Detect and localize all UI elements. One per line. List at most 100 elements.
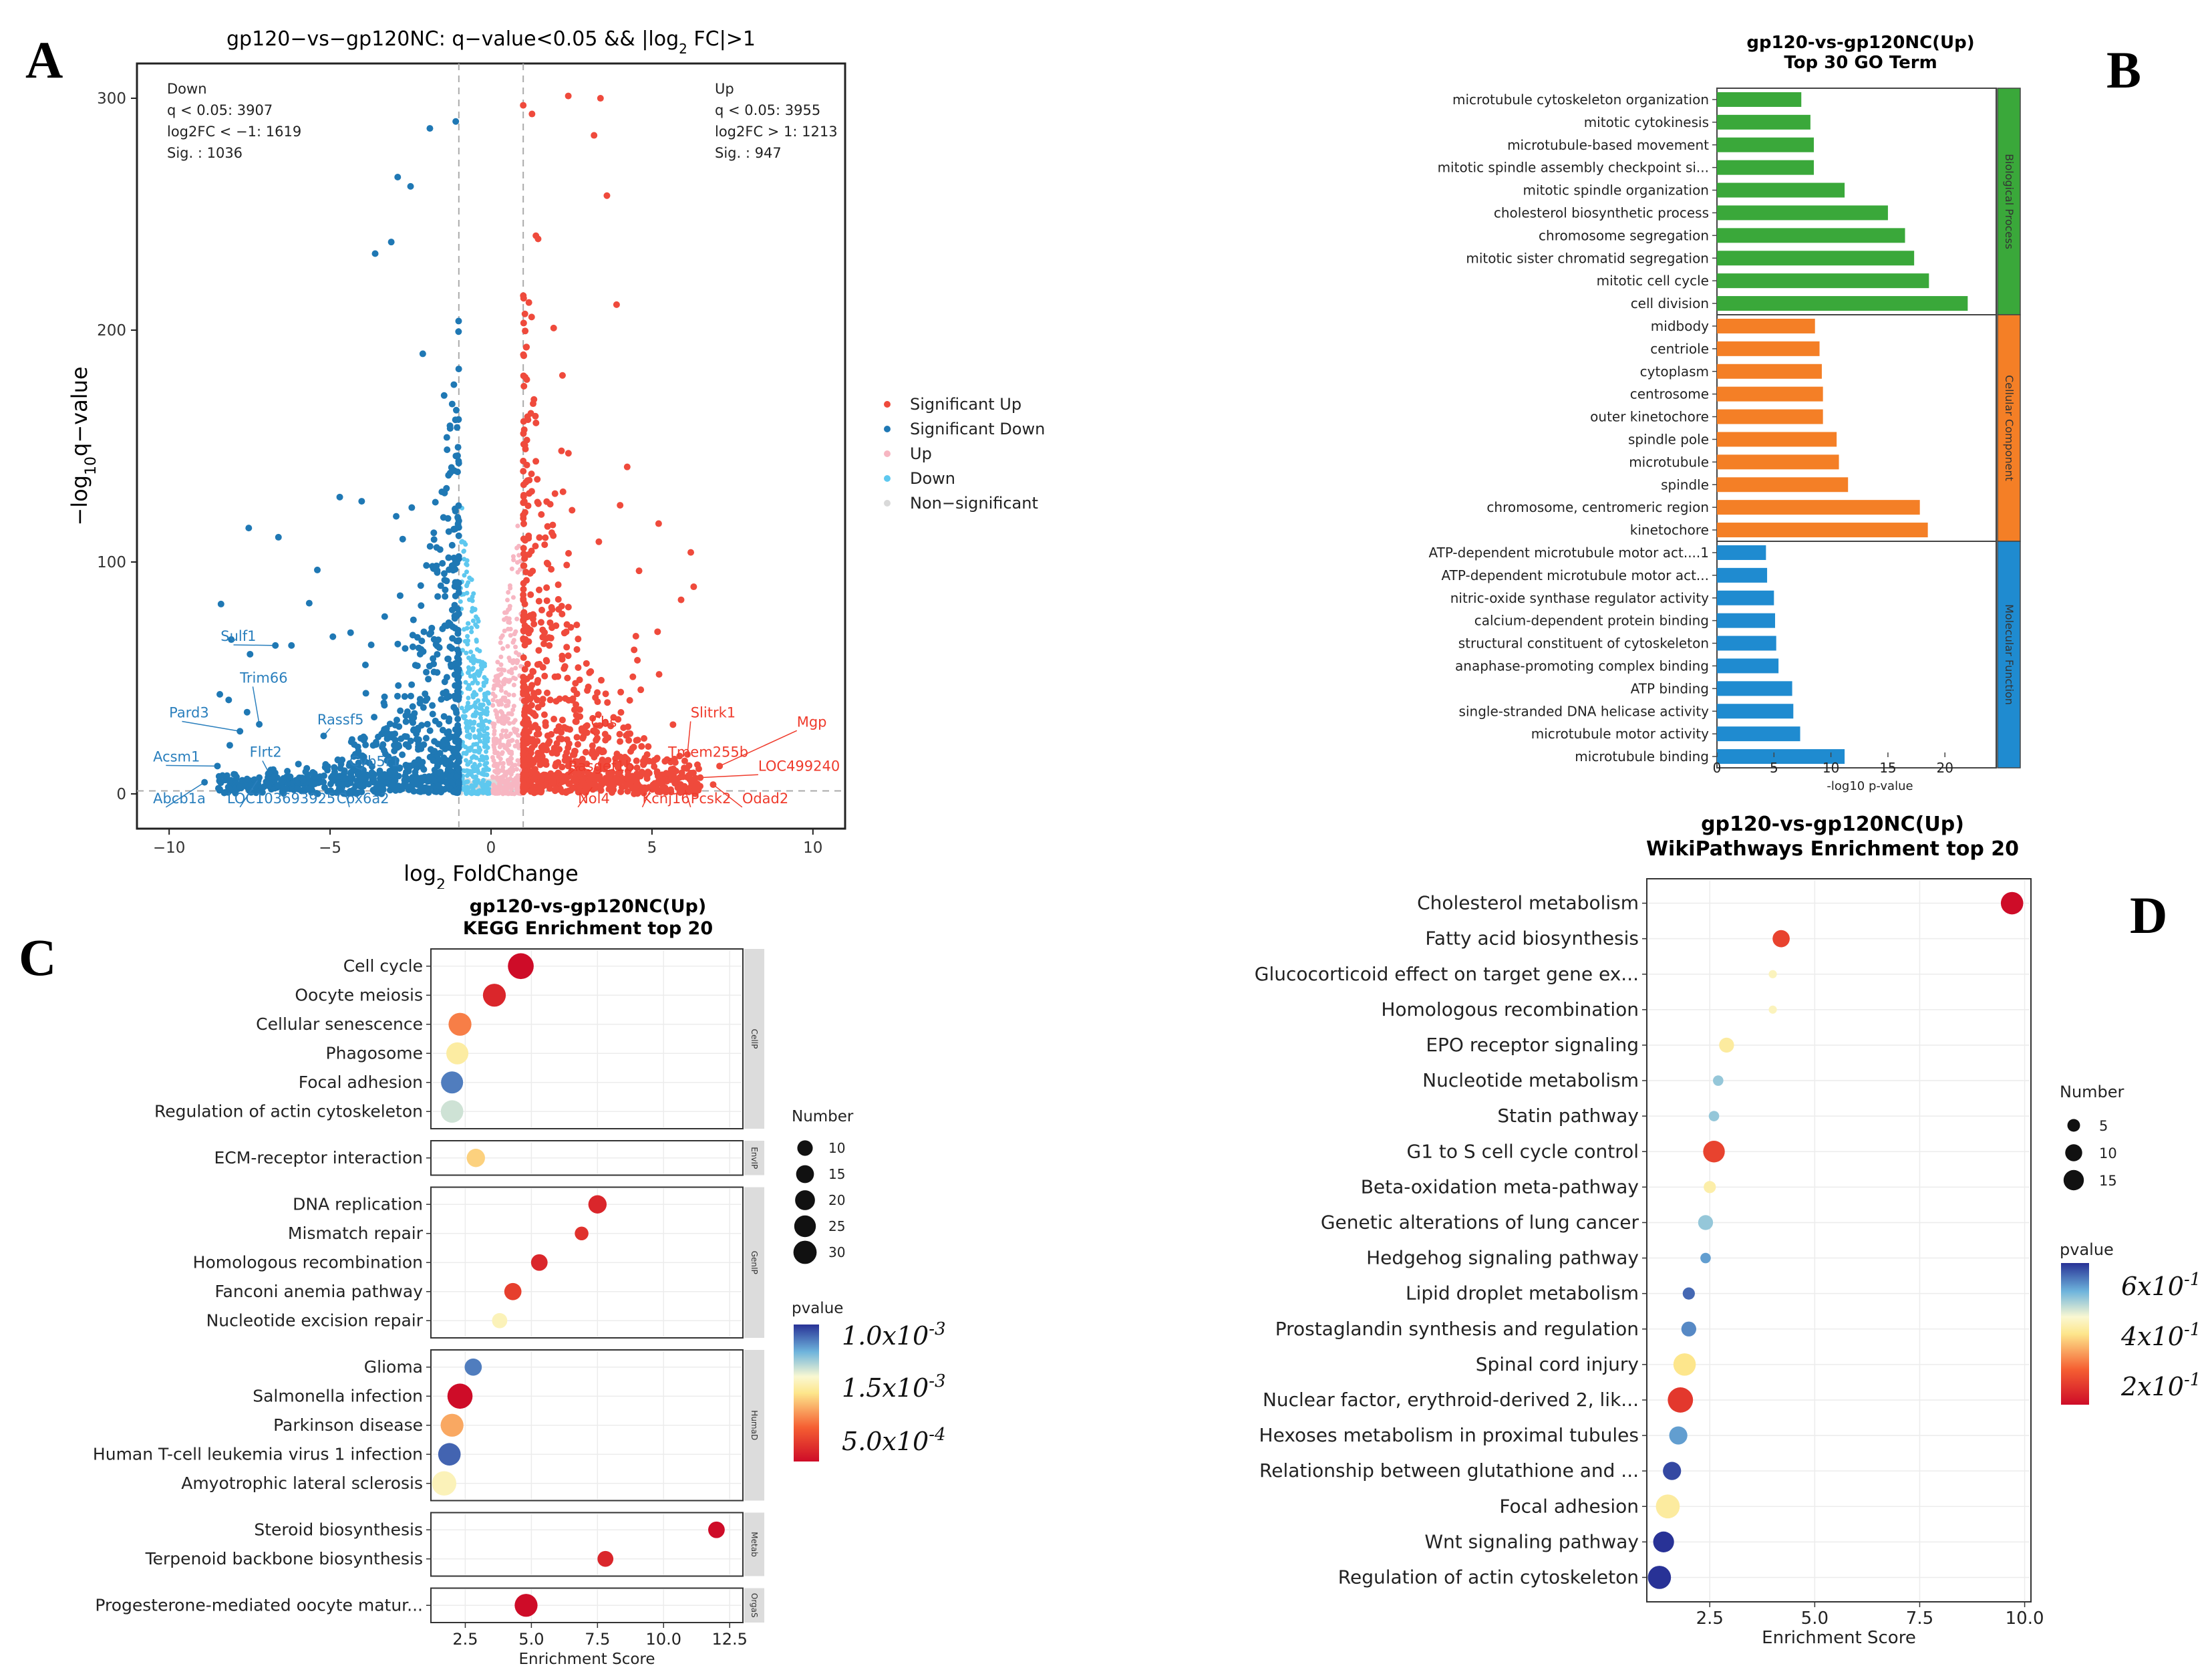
point-sig-down <box>316 773 323 781</box>
point-sig-down <box>331 764 338 771</box>
size-legend-title: Number <box>792 1108 854 1125</box>
point-sig-down <box>341 767 348 775</box>
color-legend-label: 6x10-1 <box>2121 1270 2201 1301</box>
category-label: mitotic cytokinesis <box>1584 114 1709 130</box>
legend-label: Non−significant <box>910 494 1038 513</box>
point-sig-up <box>571 751 578 758</box>
point-sig-up <box>603 778 611 785</box>
size-legend-label: 25 <box>828 1218 845 1234</box>
point-up <box>495 698 500 704</box>
data-point <box>2000 891 2024 915</box>
gene-label: Slitrk1 <box>691 704 736 720</box>
point-down <box>477 659 482 664</box>
point-sig-down <box>452 118 460 125</box>
point-sig-down <box>440 392 448 399</box>
point-sig-up <box>520 591 527 599</box>
point-sig-up <box>527 410 534 417</box>
gene-label: Odad2 <box>742 791 788 807</box>
data-point <box>588 1195 607 1214</box>
point-sig-down <box>247 650 254 658</box>
gene-leader-line <box>239 777 260 808</box>
point-sig-down <box>399 535 406 543</box>
point-sig-down <box>278 779 285 786</box>
point-sig-down <box>347 779 354 787</box>
point-down <box>472 761 477 767</box>
point-sig-up <box>608 769 615 777</box>
point-sig-up <box>631 646 638 654</box>
point-sig-up <box>522 716 530 723</box>
color-legend-label: 1.5x10-3 <box>842 1371 946 1403</box>
point-sig-down <box>412 662 419 669</box>
point-sig-up <box>617 502 624 509</box>
gene-label: Pcsk2 <box>691 791 732 807</box>
volcano-plot: gp120−vs−gp120NC: q−value<0.05 && |log2 … <box>67 27 1045 889</box>
point-sig-up <box>526 708 534 715</box>
point-sig-down <box>434 651 441 658</box>
bar <box>1717 636 1776 651</box>
x-tick-label: 10 <box>803 839 822 857</box>
point-sig-down <box>440 713 448 720</box>
point-sig-down <box>442 779 450 786</box>
gene-point <box>683 750 691 758</box>
data-point <box>440 1100 464 1123</box>
point-sig-up <box>676 752 683 760</box>
point-sig-up <box>573 701 580 708</box>
term-label: Parkinson disease <box>273 1415 423 1435</box>
point-sig-up <box>651 756 658 764</box>
point-down <box>464 562 470 567</box>
point-sig-down <box>455 502 462 509</box>
bar <box>1717 590 1774 605</box>
point-sig-up <box>594 698 601 706</box>
gene-label: Trim66 <box>239 670 287 686</box>
term-label: Homologous recombination <box>193 1252 423 1272</box>
point-sig-up <box>520 511 527 519</box>
point-sig-down <box>435 782 442 789</box>
point-up <box>496 754 501 759</box>
point-up <box>500 742 506 748</box>
gene-label: Kcnj16 <box>642 791 689 807</box>
point-sig-up <box>654 628 661 636</box>
category-label: microtubule <box>1629 454 1709 470</box>
point-sig-up <box>530 400 537 408</box>
data-point <box>1669 1426 1688 1445</box>
gene-point <box>265 769 273 777</box>
point-sig-down <box>402 773 409 780</box>
point-sig-down <box>423 668 430 676</box>
data-point <box>482 984 506 1007</box>
point-down <box>482 697 487 702</box>
point-up <box>514 616 520 621</box>
point-sig-down <box>226 785 234 793</box>
data-point <box>504 1282 522 1300</box>
down-stats-text: q < 0.05: 3907 <box>167 102 273 118</box>
point-sig-up <box>520 616 527 623</box>
point-sig-down <box>398 735 405 742</box>
point-down <box>470 680 475 686</box>
point-sig-down <box>287 773 294 781</box>
point-sig-down <box>314 566 321 573</box>
gene-point <box>577 760 585 767</box>
point-sig-down <box>416 650 424 658</box>
x-tick-label: 5.0 <box>518 1630 544 1649</box>
point-sig-up <box>522 327 529 335</box>
point-up <box>509 667 514 672</box>
point-sig-down <box>442 586 449 593</box>
bar <box>1717 454 1839 470</box>
point-sig-up <box>691 787 698 794</box>
gene-leader-line <box>182 720 241 732</box>
point-sig-up <box>534 476 541 483</box>
point-sig-down <box>454 630 462 637</box>
down-stats-text: Sig. : 1036 <box>167 145 243 161</box>
point-sig-down <box>417 582 424 589</box>
point-sig-up <box>604 762 611 770</box>
point-sig-down <box>410 788 418 795</box>
point-up <box>498 698 504 704</box>
point-sig-up <box>539 664 546 671</box>
data-point <box>1719 1037 1734 1053</box>
chart-subtitle: WikiPathways Enrichment top 20 <box>1646 837 2019 861</box>
point-sig-down <box>391 736 399 744</box>
gene-label: Flrt2 <box>250 744 282 760</box>
point-sig-up <box>683 764 691 772</box>
category-label: structural constituent of cytoskeleton <box>1458 636 1709 652</box>
data-point <box>441 1071 464 1094</box>
